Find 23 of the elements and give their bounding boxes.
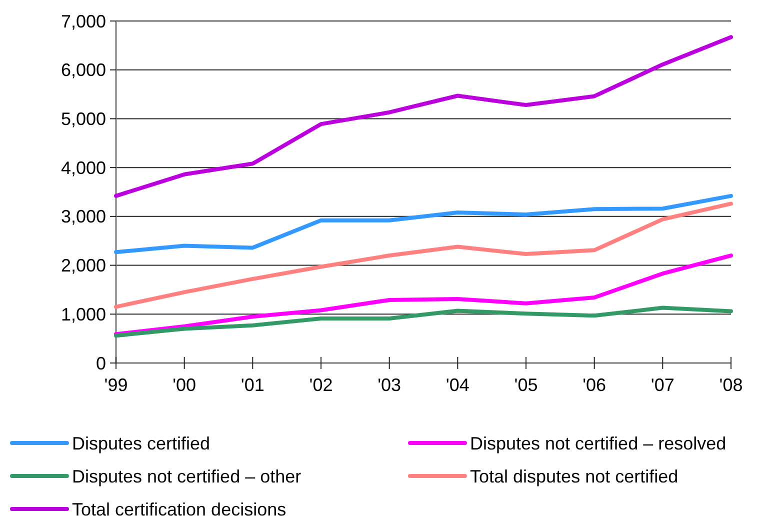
x-tick-label: '00 [172,375,196,395]
x-tick-label: '02 [309,375,333,395]
x-tick-label: '07 [650,375,674,395]
x-tick-label: '08 [719,375,743,395]
y-tick-label: 4,000 [60,158,106,178]
legend-label: Disputes certified [72,433,210,454]
legend-label: Total certification decisions [72,499,286,519]
y-tick-label: 7,000 [60,11,106,32]
x-tick-label: '05 [514,375,538,395]
x-tick-label: '03 [378,375,402,395]
y-tick-label: 3,000 [60,206,106,227]
y-tick-label: 6,000 [60,60,106,80]
x-tick-label: '06 [582,375,606,395]
legend-label: Total disputes not certified [470,466,678,486]
x-tick-label: '01 [240,375,264,395]
y-tick-label: 2,000 [60,256,106,276]
y-tick-label: 1,000 [60,304,106,324]
x-tick-label: '99 [104,375,128,395]
legend-label: Disputes not certified – other [72,466,302,486]
y-tick-label: 5,000 [60,109,106,130]
legend-label: Disputes not certified – resolved [470,433,726,454]
y-tick-label: 0 [96,353,106,374]
x-tick-label: '04 [446,375,470,395]
